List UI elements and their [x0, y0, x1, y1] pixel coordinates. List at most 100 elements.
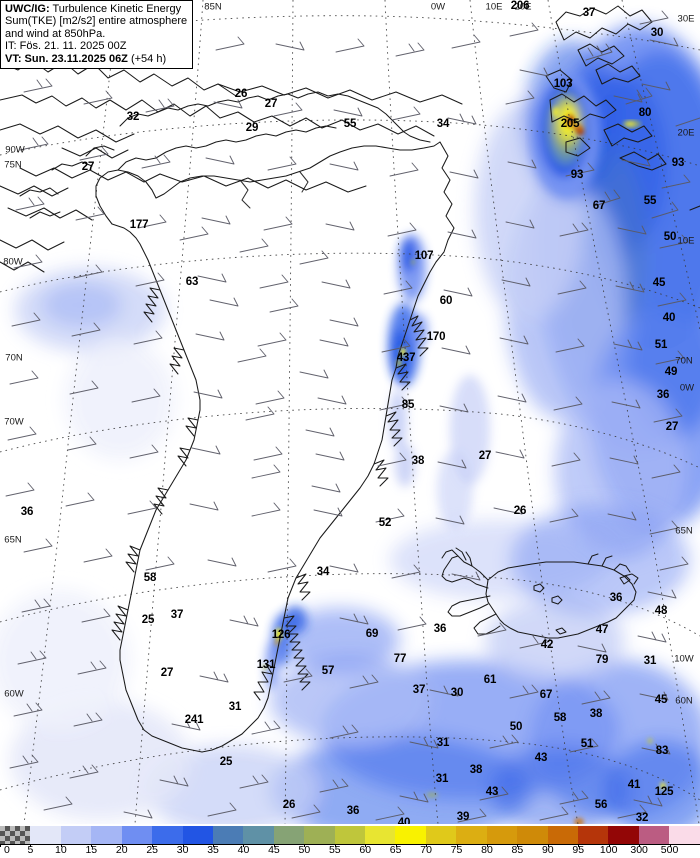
tke-value-label: 170	[426, 331, 446, 343]
colorbar-tick-mark	[0, 844, 1, 847]
tke-value-label: 32	[635, 812, 649, 824]
legend-line-title2: Sum(TKE) [m2/s2] entire atmosphere	[5, 15, 188, 28]
colorbar-tick-mark	[456, 844, 458, 847]
graticule-label: 70W	[4, 416, 24, 428]
colorbar-tick-mark	[30, 844, 32, 847]
colorbar-swatch[interactable]	[365, 826, 396, 844]
colorbar-swatch[interactable]	[243, 826, 274, 844]
colorbar-swatch[interactable]	[638, 826, 670, 844]
colorbar-swatch[interactable]	[547, 826, 579, 844]
graticule-label: 20E	[677, 127, 695, 139]
tke-value-label: 50	[663, 231, 677, 243]
tke-value-label: 83	[655, 745, 669, 757]
tke-value-label: 26	[234, 88, 248, 100]
tke-value-label: 36	[346, 805, 360, 817]
colorbar-swatch[interactable]	[669, 826, 700, 844]
graticule-label: 20E	[514, 1, 532, 13]
colorbar-swatch[interactable]	[395, 826, 426, 844]
colorbar-tick-label: 70	[420, 844, 432, 856]
colorbar-swatches[interactable]	[0, 826, 700, 844]
colorbar-tick-mark	[304, 844, 306, 847]
tke-value-label: 241	[184, 714, 204, 726]
legend-line-init-time: IT: Fös. 21. 11. 2025 00Z	[5, 40, 127, 53]
colorbar-tick-label: 10	[55, 844, 67, 856]
colorbar-swatch[interactable]	[486, 826, 518, 844]
colorbar-tick-label: 90	[541, 844, 554, 856]
map-canvas[interactable]: 90W 80W 85N 0W 10E 20E 30E 75N 80W 20E 1…	[0, 0, 700, 824]
tke-value-label: 125	[654, 786, 674, 798]
colorbar-tick-mark	[395, 844, 397, 847]
tke-value-label: 36	[609, 592, 623, 604]
colorbar-tick-mark	[669, 844, 671, 847]
tke-value-label: 42	[540, 639, 554, 651]
colorbar-tick-label: 30	[176, 844, 189, 856]
graticule-label: 90W	[5, 144, 25, 156]
colorbar-swatch[interactable]	[304, 826, 335, 844]
colorbar-swatch[interactable]	[212, 826, 244, 844]
tke-shading-layer	[0, 25, 700, 824]
tke-value-label: 37	[170, 609, 184, 621]
colorbar-swatch[interactable]	[30, 826, 61, 844]
tke-value-label: 27	[264, 98, 278, 110]
colorbar-swatch[interactable]	[0, 826, 31, 844]
tke-value-label: 67	[592, 200, 606, 212]
tke-value-label: 56	[594, 799, 608, 811]
tke-value-label: 31	[435, 773, 449, 785]
tke-value-label: 77	[393, 653, 407, 665]
tke-value-label: 25	[219, 756, 233, 768]
colorbar-tick-label: 5	[27, 844, 34, 856]
colorbar-tick-label: 45	[268, 844, 280, 856]
tke-value-label: 36	[433, 623, 447, 635]
colorbar-swatch[interactable]	[608, 826, 639, 844]
graticule-label: 75N	[4, 159, 22, 171]
tke-value-label: 41	[627, 779, 641, 791]
colorbar-swatch[interactable]	[152, 826, 183, 844]
graticule-label: 10E	[485, 1, 503, 13]
tke-value-label: 25	[141, 614, 155, 626]
colorbar-tick-label: 95	[572, 844, 585, 856]
colorbar-tick-mark	[273, 844, 275, 847]
colorbar-swatch[interactable]	[425, 826, 457, 844]
tke-value-label: 40	[397, 817, 411, 824]
graticule-label: 60W	[4, 688, 24, 700]
colorbar-swatch[interactable]	[578, 826, 609, 844]
map-info-legend: UWC/IG: Turbulence Kinetic Energy Sum(TK…	[0, 0, 194, 70]
tke-value-label: 55	[343, 118, 357, 130]
colorbar-tick-label: 100	[599, 844, 618, 856]
tke-value-label: 51	[580, 738, 594, 750]
lead-time-value: (+54 h)	[130, 52, 167, 65]
colorbar-tick-label: 40	[237, 844, 250, 856]
colorbar-tick-label: 25	[146, 844, 159, 856]
colorbar-swatch[interactable]	[91, 826, 122, 844]
tke-value-label: 38	[411, 455, 425, 467]
tke-value-label: 69	[365, 628, 379, 640]
tke-value-label: 40	[662, 312, 676, 324]
colorbar-swatch[interactable]	[182, 826, 213, 844]
colorbar-tick-label: 50	[298, 844, 311, 856]
tke-value-label: 57	[321, 665, 335, 677]
colorbar-tick-mark	[334, 844, 336, 847]
tke-value-label: 45	[654, 694, 668, 706]
coastlines	[0, 5, 700, 753]
tke-value-label: 50	[509, 721, 523, 733]
graticule-label: 70N	[675, 355, 693, 367]
tke-value-label: 67	[539, 689, 553, 701]
tke-value-label: 55	[643, 195, 657, 207]
colorbar-tick-label: 35	[207, 844, 219, 856]
colorbar-swatch[interactable]	[273, 826, 305, 844]
legend-line-valid-time: VT: Sun. 23.11.2025 06Z (+54 h)	[5, 53, 187, 65]
colorbar-tick-mark	[517, 844, 519, 847]
graticule-label: 10W	[674, 653, 694, 665]
colorbar-swatch[interactable]	[456, 826, 487, 844]
colorbar-swatch[interactable]	[60, 826, 92, 844]
colorbar-tick-label: 65	[389, 844, 402, 856]
colorbar-tick-mark	[365, 844, 367, 847]
tke-value-label: 32	[126, 111, 140, 123]
colorbar-tick-mark	[578, 844, 580, 847]
colorbar-swatch[interactable]	[121, 826, 153, 844]
colorbar-swatch[interactable]	[517, 826, 548, 844]
tke-value-label: 61	[483, 674, 497, 686]
colorbar-tick-label: 80	[481, 844, 493, 856]
colorbar-tick-mark	[60, 844, 62, 847]
colorbar-swatch[interactable]	[334, 826, 366, 844]
